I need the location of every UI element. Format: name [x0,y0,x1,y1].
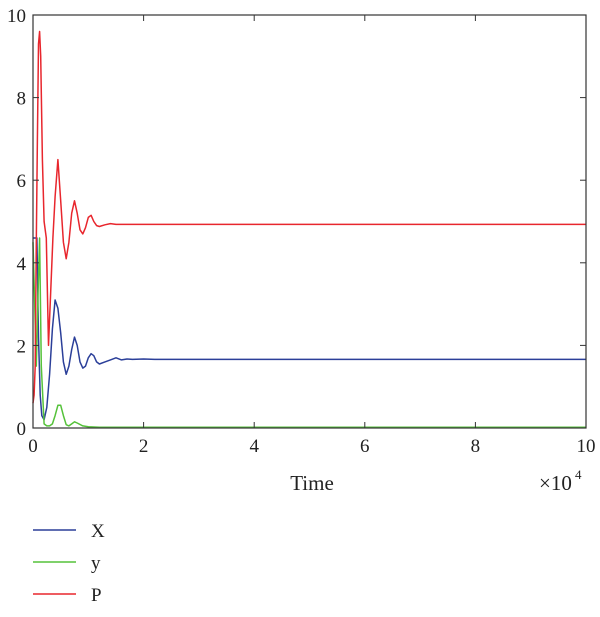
y-tick-label: 10 [7,6,26,27]
plot-frame [32,14,587,429]
legend: XyP [33,521,105,606]
y-tick-label: 0 [17,419,27,440]
series-line-y [32,237,586,428]
x-axis-multiplier-exponent: 4 [575,467,582,482]
x-tick-label: 8 [471,436,481,457]
y-tick-label: 6 [17,171,27,192]
x-tick-label: 4 [249,436,259,457]
series-line-p [32,30,586,404]
y-tick-label: 2 [17,336,27,357]
plot-lines [32,30,586,428]
series-line-x [33,237,586,421]
x-tick-label: 0 [28,436,38,457]
x-tick-label: 6 [360,436,370,457]
x-axis-multiplier-base: ×10 [539,471,572,495]
x-tick-label: 10 [577,436,596,457]
y-axis-ticks: 0 2 4 6 8 10 [7,6,586,440]
y-tick-label: 4 [17,254,27,275]
y-tick-label: 8 [17,89,27,110]
legend-label-p: P [91,585,102,606]
x-axis-ticks: 0 2 4 6 8 10 [28,15,596,457]
x-axis-label: Time [290,471,334,495]
legend-label-y: y [91,553,101,574]
x-tick-label: 2 [139,436,149,457]
x-axis-multiplier: ×10 4 [539,467,582,495]
legend-label-x: X [91,521,105,542]
